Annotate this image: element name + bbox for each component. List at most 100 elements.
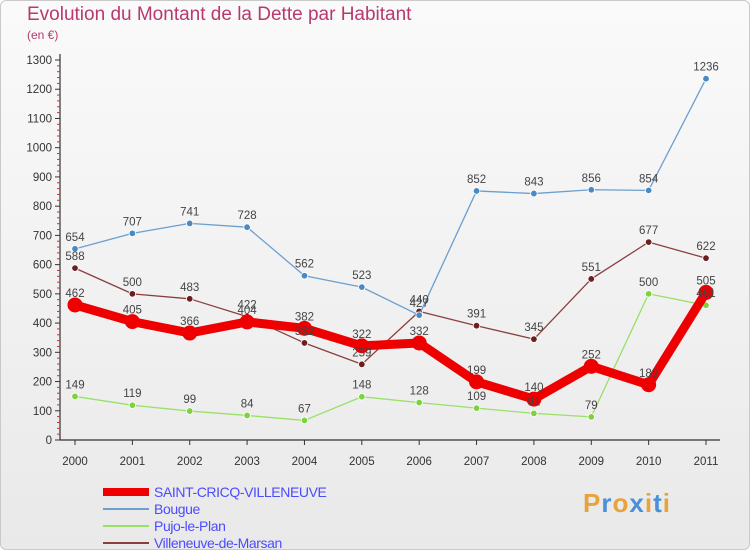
legend-item: Villeneuve-de-Marsan	[103, 534, 326, 551]
brand-letter: t	[653, 488, 663, 518]
series-line	[74, 293, 707, 422]
data-label: 741	[180, 206, 199, 218]
y-tick-label: 300	[33, 347, 52, 359]
data-label: 149	[65, 379, 84, 391]
data-point	[243, 411, 251, 420]
legend-label: Bougue	[154, 500, 200, 517]
x-tick-label: 2011	[694, 456, 719, 468]
x-tick-label: 2005	[349, 456, 375, 468]
chart-subtitle: (en €)	[27, 28, 59, 42]
data-label: 405	[123, 305, 142, 317]
data-point	[71, 392, 79, 401]
data-label: 79	[585, 400, 598, 412]
brand-letter: o	[612, 488, 630, 518]
data-point	[530, 409, 538, 418]
data-label: 422	[237, 300, 256, 312]
y-tick-label: 800	[33, 201, 52, 213]
x-tick-label: 2006	[406, 456, 432, 468]
data-point	[186, 407, 194, 415]
data-label: 345	[524, 322, 543, 334]
data-label: 366	[180, 316, 199, 328]
data-label: 707	[123, 216, 142, 228]
data-point	[644, 238, 653, 246]
data-point	[530, 335, 538, 343]
data-label: 148	[352, 380, 371, 392]
data-label: 189	[639, 368, 658, 380]
data-label: 462	[65, 288, 84, 300]
x-tick-label: 2008	[521, 456, 547, 468]
data-label: 391	[467, 309, 486, 321]
data-point	[583, 358, 599, 374]
data-point	[472, 187, 481, 195]
data-label: 332	[295, 326, 314, 338]
data-point	[182, 325, 198, 341]
data-point	[644, 290, 653, 298]
legend-item: Pujo-le-Plan	[103, 517, 326, 534]
data-label: 523	[352, 270, 371, 282]
data-label: 119	[123, 388, 141, 400]
data-point	[124, 314, 140, 330]
data-point	[71, 245, 79, 253]
data-point	[526, 391, 542, 407]
data-label: 1236	[693, 62, 719, 74]
data-label: 332	[410, 326, 429, 338]
data-point	[239, 314, 255, 330]
x-tick-label: 2003	[234, 456, 260, 468]
data-label: 259	[352, 347, 371, 359]
data-point	[354, 338, 370, 354]
y-tick-label: 700	[33, 230, 52, 242]
data-label: 500	[639, 277, 658, 289]
y-tick-label: 0	[46, 435, 52, 447]
data-point	[128, 290, 137, 298]
brand-letter: i	[644, 488, 654, 518]
data-point	[243, 223, 251, 231]
data-label: 461	[696, 288, 715, 300]
data-point	[472, 404, 481, 412]
x-tick-label: 2007	[464, 456, 490, 468]
y-tick-label: 400	[33, 318, 52, 330]
data-point	[530, 189, 538, 198]
data-point	[358, 283, 366, 291]
data-point	[128, 401, 137, 409]
series-line	[74, 78, 707, 316]
legend-swatch	[103, 524, 149, 527]
brand-letter: r	[601, 488, 613, 518]
data-label: 852	[467, 174, 486, 186]
series-line	[74, 241, 707, 365]
legend-item: Bougue	[103, 500, 326, 517]
y-tick-label: 1100	[27, 113, 52, 125]
data-label: 854	[639, 173, 659, 185]
data-label: 99	[183, 394, 196, 406]
data-label: 505	[696, 275, 715, 287]
y-tick-label: 900	[33, 172, 52, 184]
data-point	[71, 264, 79, 272]
legend-label: Pujo-le-Plan	[154, 517, 226, 534]
data-point	[300, 416, 309, 425]
legend-swatch	[103, 507, 149, 510]
data-label: 728	[237, 210, 256, 222]
x-tick-label: 2010	[636, 456, 662, 468]
data-point	[128, 229, 137, 238]
data-label: 140	[524, 382, 543, 394]
data-label: 91	[528, 396, 541, 408]
data-label: 199	[467, 365, 486, 377]
data-label: 382	[295, 311, 314, 323]
data-label: 404	[237, 305, 257, 317]
data-point	[469, 374, 485, 390]
data-label: 109	[467, 391, 486, 403]
data-point	[702, 75, 710, 83]
y-tick-label: 1200	[26, 84, 52, 96]
x-tick-label: 2004	[292, 456, 318, 468]
brand-letter: i	[662, 488, 671, 518]
legend-item: SAINT-CRICQ-VILLENEUVE	[103, 483, 327, 500]
data-point	[300, 339, 309, 347]
data-label: 622	[696, 241, 715, 253]
legend: SAINT-CRICQ-VILLENEUVE Bougue Pujo-le-Plan…	[103, 483, 327, 551]
y-tick-label: 200	[33, 377, 52, 389]
y-tick-label: 600	[33, 260, 52, 272]
data-label: 84	[241, 398, 254, 410]
y-tick-label: 500	[33, 289, 52, 301]
data-point	[67, 297, 83, 313]
series-line	[70, 287, 711, 404]
